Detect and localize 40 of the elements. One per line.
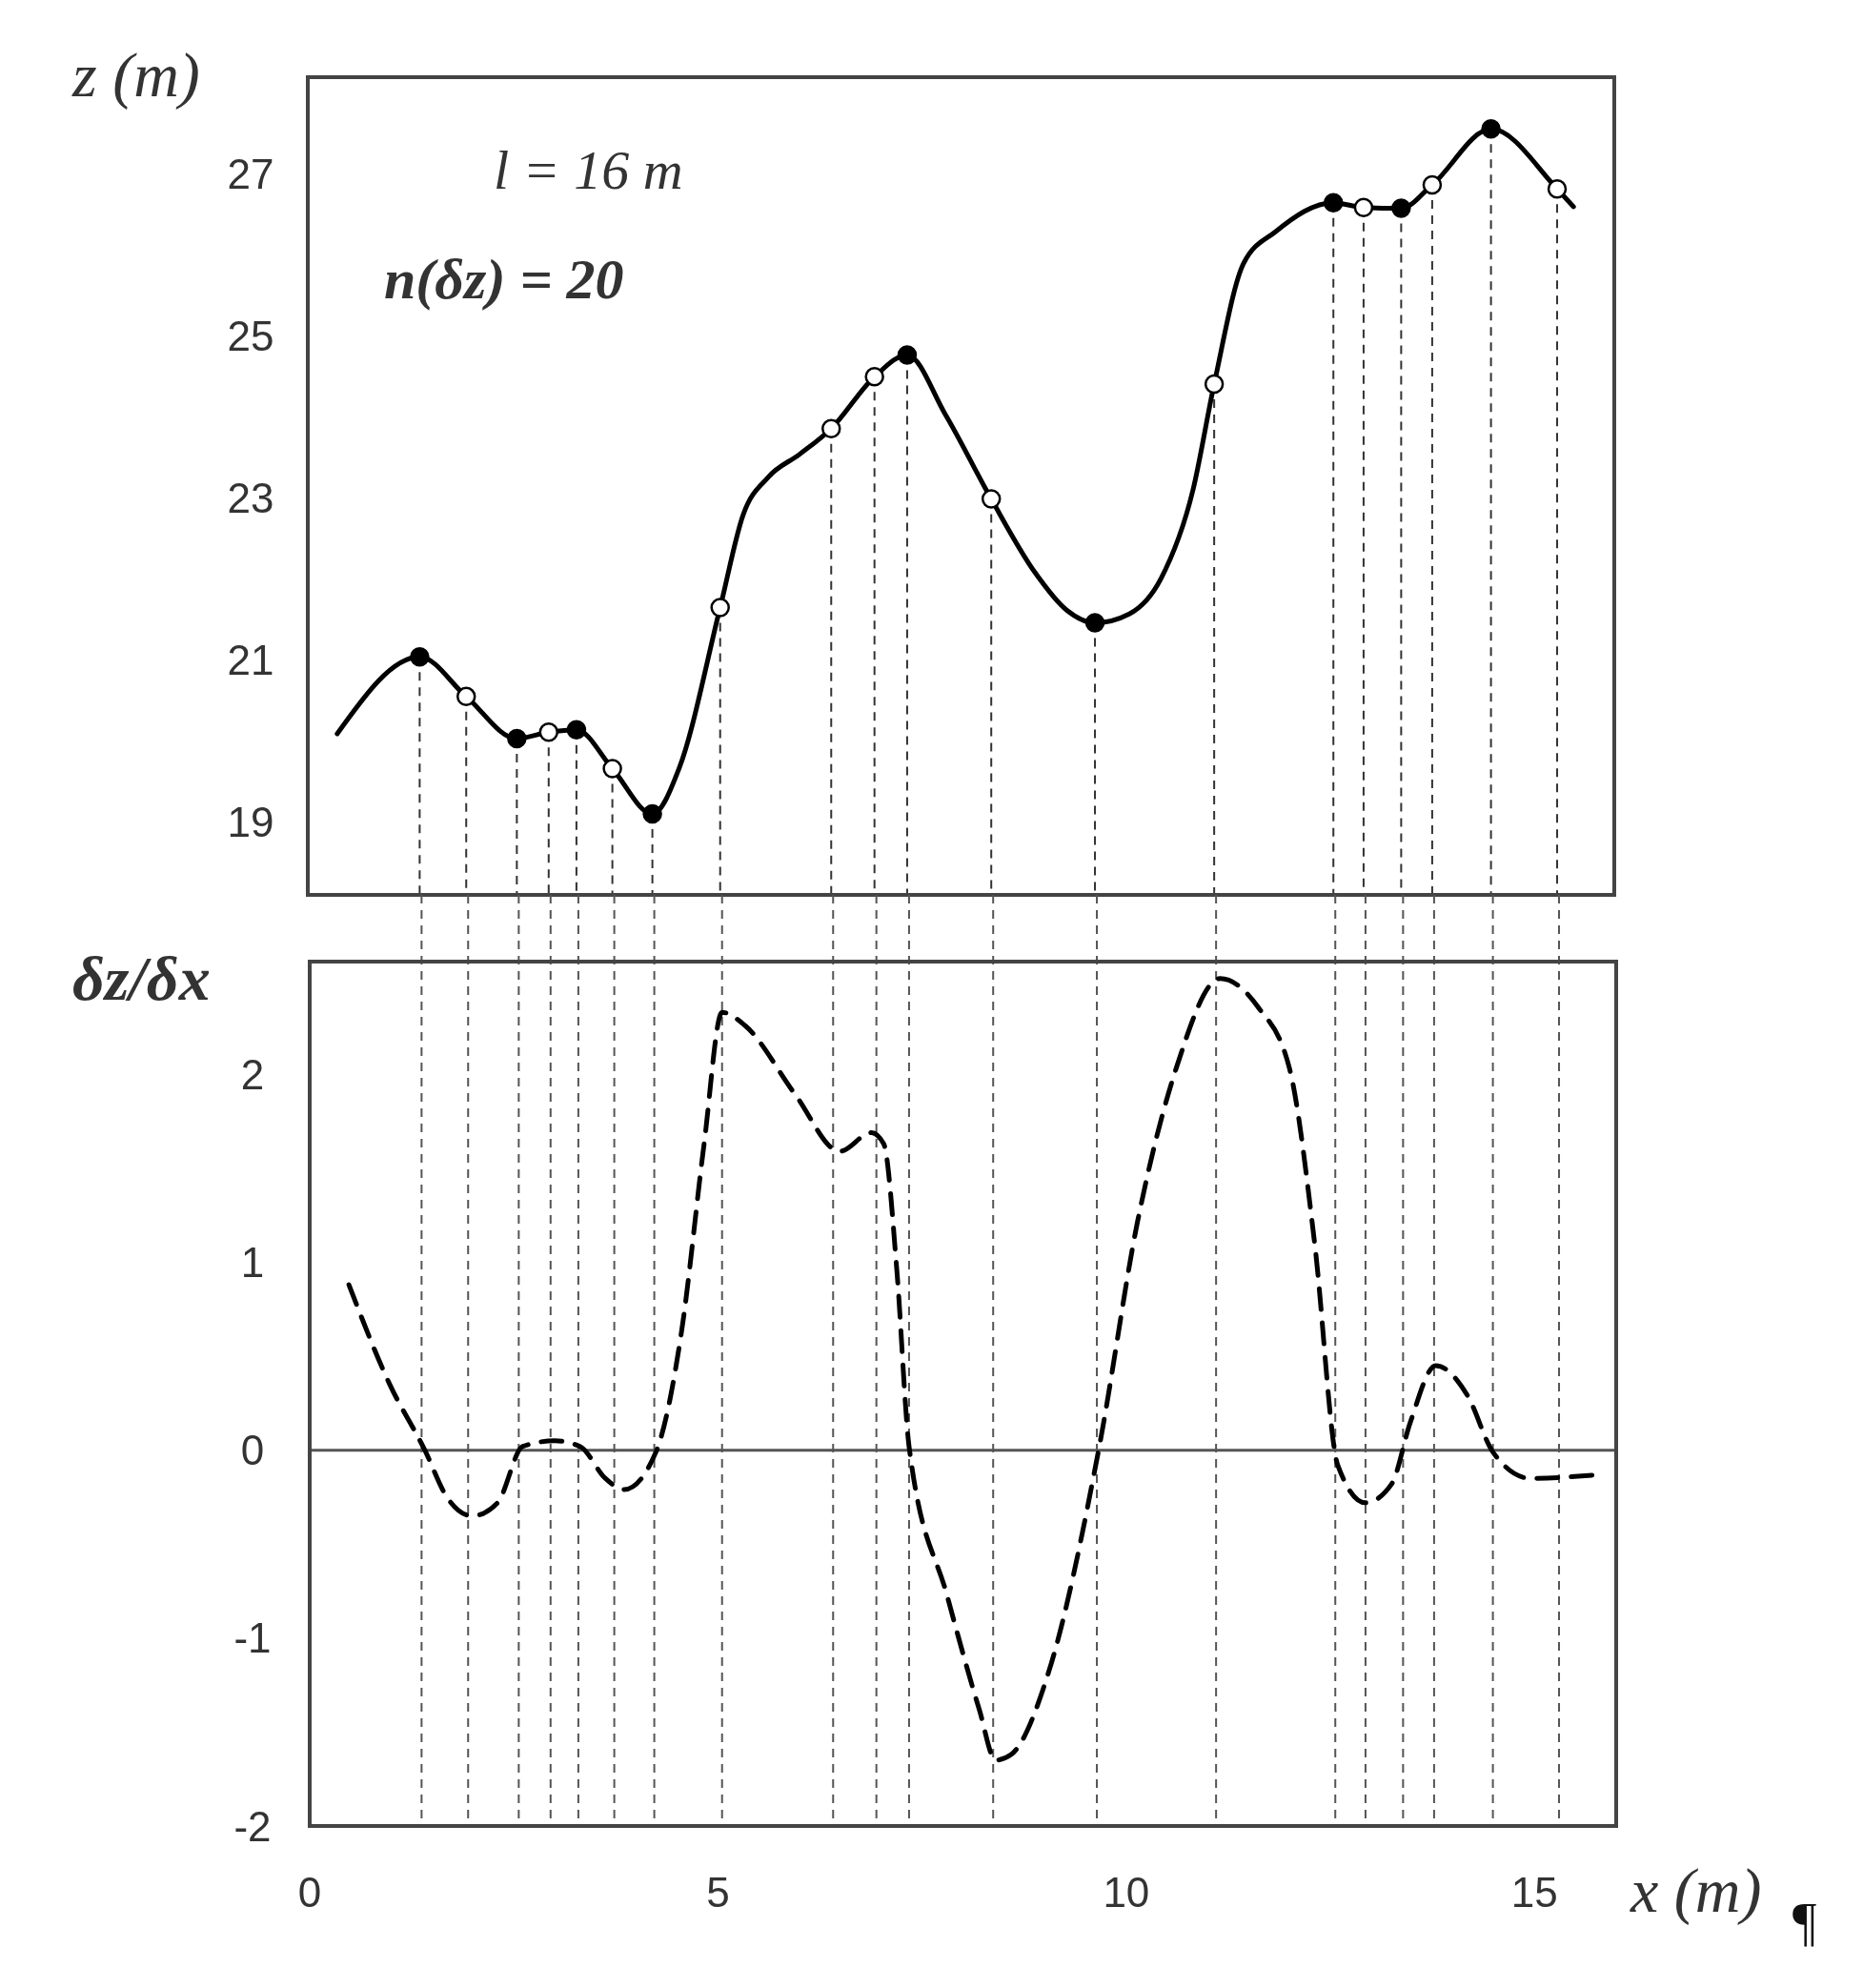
point	[642, 803, 662, 824]
annotation: l = 16 m	[494, 139, 683, 201]
point	[456, 686, 476, 707]
point	[981, 489, 1002, 509]
x-tick-label: 5	[706, 1869, 730, 1916]
annotation: n(δz) = 20	[384, 248, 624, 311]
y-tick-label: 1	[240, 1238, 265, 1286]
point	[1084, 613, 1105, 633]
point	[1422, 174, 1443, 195]
point	[410, 647, 430, 667]
point	[1204, 374, 1225, 395]
x-tick-label: 15	[1510, 1869, 1558, 1916]
y-tick-label: 19	[227, 799, 274, 846]
x-tick-label: 10	[1103, 1869, 1150, 1916]
y-tick-label: 21	[227, 637, 274, 684]
point	[864, 367, 884, 387]
y-tick-label: 2	[240, 1050, 265, 1098]
point	[710, 598, 730, 618]
point	[1391, 198, 1411, 218]
y-tick-label: -2	[233, 1802, 272, 1850]
point	[897, 345, 918, 365]
point	[507, 728, 527, 749]
y-tick-label: 23	[227, 475, 274, 522]
point	[1323, 193, 1344, 213]
text: ¶	[1792, 1893, 1817, 1952]
y-tick-label: 0	[240, 1427, 265, 1474]
point	[1353, 197, 1374, 218]
point	[566, 720, 587, 740]
point	[538, 722, 559, 742]
y-axis-title: z (m)	[71, 40, 200, 111]
point	[1547, 178, 1568, 199]
y-tick-label: 25	[227, 313, 274, 360]
y-tick-label: 27	[227, 151, 274, 198]
point	[821, 418, 841, 438]
point	[1481, 119, 1501, 139]
y-tick-label: -1	[233, 1614, 272, 1662]
y-axis-title: δz/δx	[72, 943, 211, 1013]
x-axis-title: x (m)	[1630, 1856, 1762, 1926]
point	[602, 759, 622, 779]
x-tick-label: 0	[297, 1869, 322, 1916]
